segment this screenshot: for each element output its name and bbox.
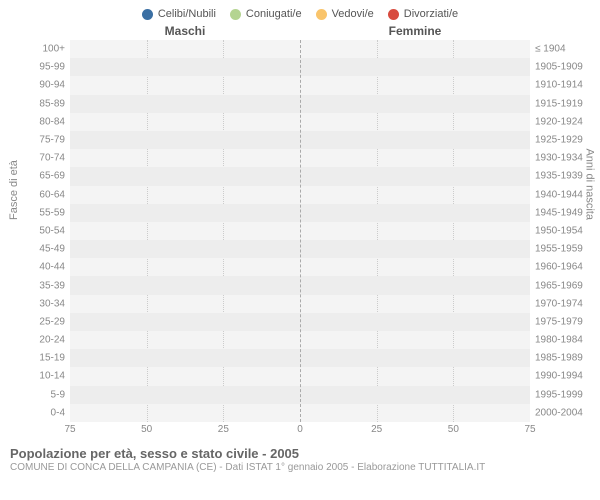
female-header: Femmine xyxy=(300,24,530,38)
age-label: 50-54 xyxy=(20,225,65,236)
x-axis: 7550250255075 xyxy=(70,422,530,440)
birth-label: 1935-1939 xyxy=(535,171,590,182)
age-label: 70-74 xyxy=(20,153,65,164)
legend-label: Celibi/Nubili xyxy=(158,8,216,20)
birth-label: 2000-2004 xyxy=(535,407,590,418)
legend-label: Divorziati/e xyxy=(404,8,458,20)
birth-label: 1915-1919 xyxy=(535,98,590,109)
birth-label: 1970-1974 xyxy=(535,298,590,309)
chart-plot: 100+≤ 190495-991905-190990-941910-191485… xyxy=(70,40,530,422)
legend-swatch xyxy=(142,9,153,20)
age-label: 90-94 xyxy=(20,80,65,91)
legend: Celibi/Nubili Coniugati/e Vedovi/e Divorzia… xyxy=(0,0,600,24)
legend-label: Coniugati/e xyxy=(246,8,302,20)
age-label: 85-89 xyxy=(20,98,65,109)
age-label: 0-4 xyxy=(20,407,65,418)
legend-label: Vedovi/e xyxy=(332,8,374,20)
age-label: 95-99 xyxy=(20,62,65,73)
x-tick: 25 xyxy=(371,424,382,435)
age-label: 60-64 xyxy=(20,189,65,200)
age-label: 75-79 xyxy=(20,135,65,146)
x-tick: 50 xyxy=(141,424,152,435)
age-label: 100+ xyxy=(20,44,65,55)
x-tick: 75 xyxy=(64,424,75,435)
legend-swatch xyxy=(388,9,399,20)
birth-label: 1905-1909 xyxy=(535,62,590,73)
chart-subtitle: COMUNE DI CONCA DELLA CAMPANIA (CE) - Da… xyxy=(10,462,590,473)
age-label: 35-39 xyxy=(20,280,65,291)
age-label: 45-49 xyxy=(20,244,65,255)
birth-label: 1995-1999 xyxy=(535,389,590,400)
age-label: 15-19 xyxy=(20,353,65,364)
age-label: 65-69 xyxy=(20,171,65,182)
legend-swatch xyxy=(316,9,327,20)
birth-label: 1940-1944 xyxy=(535,189,590,200)
legend-swatch xyxy=(230,9,241,20)
birth-label: 1960-1964 xyxy=(535,262,590,273)
y-axis-title-left: Fasce di età xyxy=(8,160,20,220)
birth-label: 1990-1994 xyxy=(535,371,590,382)
birth-label: 1945-1949 xyxy=(535,207,590,218)
legend-item: Celibi/Nubili xyxy=(142,8,216,20)
birth-label: 1910-1914 xyxy=(535,80,590,91)
footer: Popolazione per età, sesso e stato civil… xyxy=(0,440,600,473)
birth-label: 1950-1954 xyxy=(535,225,590,236)
legend-item: Coniugati/e xyxy=(230,8,302,20)
column-headers: Maschi Femmine xyxy=(0,24,600,40)
birth-label: 1965-1969 xyxy=(535,280,590,291)
age-label: 20-24 xyxy=(20,335,65,346)
birth-label: 1985-1989 xyxy=(535,353,590,364)
legend-item: Vedovi/e xyxy=(316,8,374,20)
age-label: 55-59 xyxy=(20,207,65,218)
age-label: 30-34 xyxy=(20,298,65,309)
x-tick: 25 xyxy=(218,424,229,435)
age-label: 5-9 xyxy=(20,389,65,400)
birth-label: 1925-1929 xyxy=(535,135,590,146)
birth-label: ≤ 1904 xyxy=(535,44,590,55)
age-label: 25-29 xyxy=(20,316,65,327)
x-tick: 50 xyxy=(448,424,459,435)
birth-label: 1955-1959 xyxy=(535,244,590,255)
legend-item: Divorziati/e xyxy=(388,8,458,20)
age-label: 10-14 xyxy=(20,371,65,382)
age-label: 40-44 xyxy=(20,262,65,273)
birth-label: 1980-1984 xyxy=(535,335,590,346)
x-tick: 0 xyxy=(297,424,303,435)
birth-label: 1920-1924 xyxy=(535,116,590,127)
age-label: 80-84 xyxy=(20,116,65,127)
birth-label: 1930-1934 xyxy=(535,153,590,164)
chart-title: Popolazione per età, sesso e stato civil… xyxy=(10,446,590,461)
male-header: Maschi xyxy=(70,24,300,38)
birth-label: 1975-1979 xyxy=(535,316,590,327)
x-tick: 75 xyxy=(524,424,535,435)
zero-line xyxy=(300,40,301,422)
